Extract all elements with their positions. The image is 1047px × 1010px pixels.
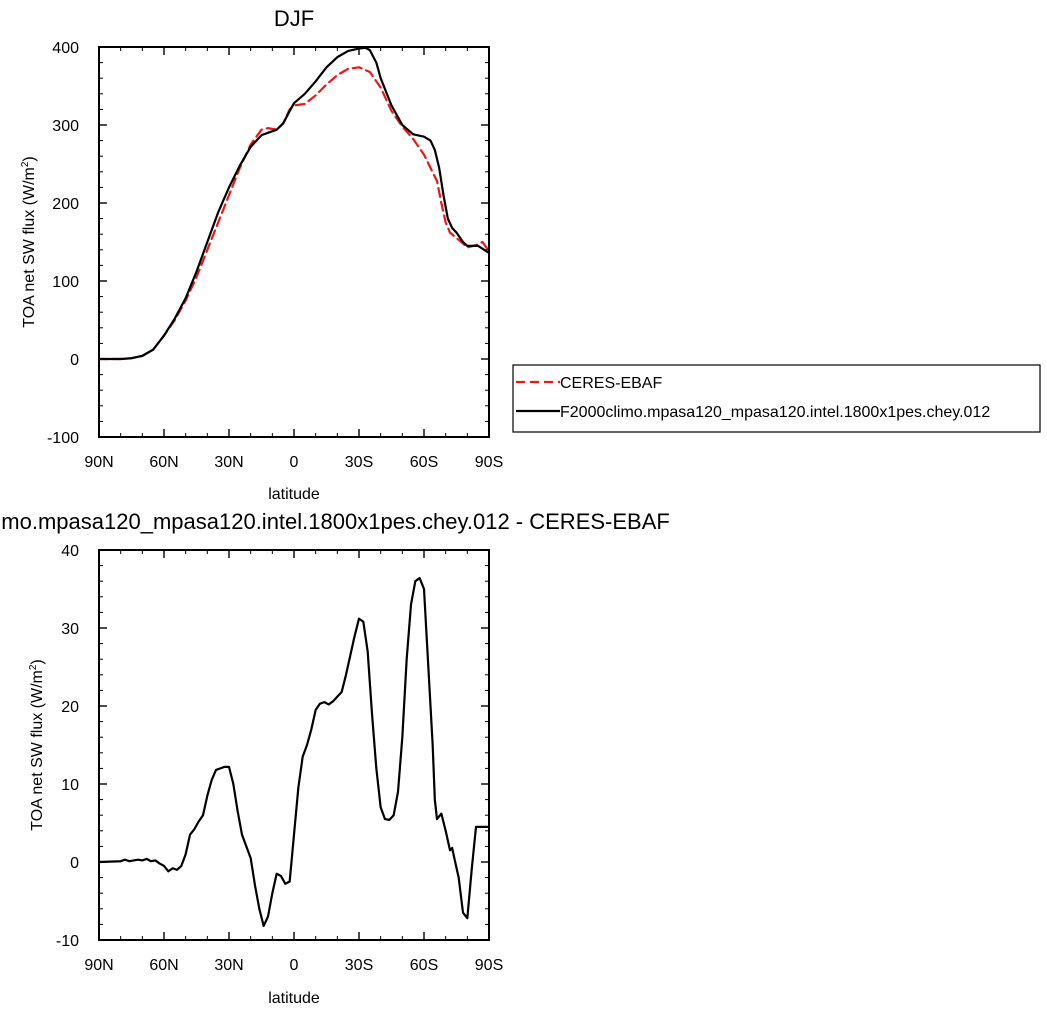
top-ytick-label: 0 xyxy=(70,352,79,369)
top-y-axis-label-tail: ) xyxy=(21,156,38,161)
top-xtick-label: 90S xyxy=(475,454,503,471)
bottom-y-axis-label-sup: 2 xyxy=(28,664,39,670)
top-ytick-label: -100 xyxy=(47,430,79,447)
legend-label-model: F2000climo.mpasa120_mpasa120.intel.1800x… xyxy=(560,404,990,421)
top-ytick-label: 300 xyxy=(52,118,79,135)
bottom-xtick-label: 90S xyxy=(475,957,503,974)
bottom-xtick-label: 30S xyxy=(345,957,373,974)
top-y-axis-label-main: TOA net SW flux (W/m xyxy=(21,167,38,328)
bottom-ytick-label: 20 xyxy=(61,699,79,716)
top-xtick-label: 0 xyxy=(290,454,299,471)
bottom-y-axis-label: TOA net SW flux (W/m2) xyxy=(28,659,46,831)
top-xtick-label: 60N xyxy=(149,454,178,471)
bottom-plot-area: 90N 60N 30N 0 30S 60S 90S -10 0 10 20 30 40 xyxy=(56,543,503,974)
bottom-series-line-0 xyxy=(97,576,491,928)
top-series-line-0 xyxy=(97,66,491,361)
bottom-ytick-label: 40 xyxy=(61,543,79,560)
top-y-axis-label: TOA net SW flux (W/m2) xyxy=(20,156,38,328)
bottom-xtick-label: 60S xyxy=(410,957,438,974)
legend-box xyxy=(512,364,1041,433)
top-xtick-label: 30N xyxy=(214,454,243,471)
top-y-axis-label-sup: 2 xyxy=(20,161,31,167)
bottom-y-axis-label-tail: ) xyxy=(29,659,46,664)
bottom-panel-title: F2000climo.mpasa120_mpasa120.intel.1800x… xyxy=(0,509,670,534)
legend: CERES-EBAF F2000climo.mpasa120_mpasa120.… xyxy=(512,364,1041,433)
top-plot-frame xyxy=(98,46,490,438)
top-x-axis-label: latitude xyxy=(268,486,320,503)
bottom-xtick-label: 60N xyxy=(149,957,178,974)
top-plot-area: 90N 60N 30N 0 30S 60S 90S -100 0 100 200 300 400 xyxy=(47,40,503,471)
bottom-ytick-label: 10 xyxy=(61,777,79,794)
bottom-x-axis-label: latitude xyxy=(268,990,320,1007)
top-ytick-label: 400 xyxy=(52,40,79,57)
bottom-xtick-label: 30N xyxy=(214,957,243,974)
top-panel: DJF 90N 60N 30N 0 30S 60S 90S -100 0 100 200 300 400… xyxy=(20,6,503,503)
legend-label-ceres: CERES-EBAF xyxy=(560,375,662,392)
bottom-ytick-label: 30 xyxy=(61,621,79,638)
top-xtick-label: 30S xyxy=(345,454,373,471)
bottom-ytick-label: 0 xyxy=(70,855,79,872)
bottom-ytick-label: -10 xyxy=(56,933,79,950)
bottom-panel: F2000climo.mpasa120_mpasa120.intel.1800x… xyxy=(0,509,670,1007)
bottom-plot-frame xyxy=(98,549,490,941)
top-xtick-label: 60S xyxy=(410,454,438,471)
top-ytick-label: 200 xyxy=(52,196,79,213)
top-series-line-1 xyxy=(97,46,491,361)
bottom-xtick-label: 0 xyxy=(290,957,299,974)
bottom-y-axis-label-main: TOA net SW flux (W/m xyxy=(29,670,46,831)
top-ytick-label: 100 xyxy=(52,274,79,291)
top-xtick-label: 90N xyxy=(84,454,113,471)
top-panel-title: DJF xyxy=(274,6,314,31)
bottom-xtick-label: 90N xyxy=(84,957,113,974)
